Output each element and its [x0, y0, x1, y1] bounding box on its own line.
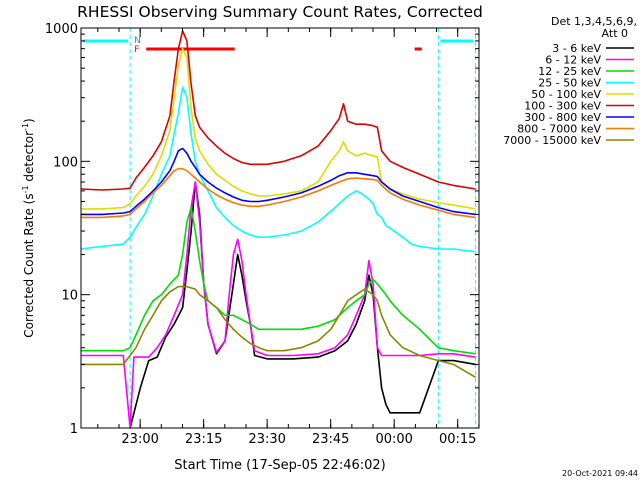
x-axis: 23:00 23:15 23:30 23:45 00:00 00:15 — [97, 28, 480, 447]
legend-label-8: 7000 - 15000 keV — [503, 134, 601, 147]
x-tick-label-3: 23:45 — [312, 432, 349, 447]
x-tick-label-4: 00:00 — [375, 432, 412, 447]
legend-label-0: 3 - 6 keV — [552, 42, 601, 55]
footer-date: 20-Oct-2021 09:44 — [562, 469, 638, 478]
legend-label-1: 6 - 12 keV — [545, 54, 601, 67]
detector-info-line2: Att 0 — [602, 27, 628, 40]
x-tick-label-2: 23:30 — [248, 432, 285, 447]
flare-flag-label: F — [134, 45, 139, 55]
y-axis-label: Corrected Count Rate (s-1 detector-1) — [21, 118, 36, 337]
series-line-2 — [81, 206, 476, 355]
legend-label-7: 800 - 7000 keV — [517, 123, 601, 136]
series-line-4 — [81, 47, 476, 210]
data-layer: NF — [80, 28, 477, 429]
night-flag-label: N — [134, 36, 141, 46]
legend-label-3: 25 - 50 keV — [538, 77, 601, 90]
legend-label-2: 12 - 25 keV — [538, 65, 601, 78]
series-line-0 — [129, 181, 476, 429]
series-line-7 — [81, 167, 476, 219]
detector-info-line1: Det 1,3,4,5,6,9, — [551, 15, 637, 28]
series-line-8 — [81, 285, 477, 378]
y-tick-label-0: 1 — [70, 422, 78, 437]
y-axis: 1 10 100 1000 — [45, 22, 479, 437]
legend-label-5: 100 - 300 keV — [524, 100, 601, 113]
series-line-6 — [81, 147, 476, 216]
x-tick-label-0: 23:00 — [121, 432, 158, 447]
y-label-part1: Corrected Count Rate (s — [22, 193, 36, 337]
y-tick-label-3: 1000 — [45, 22, 78, 37]
y-label-part2: detector — [22, 131, 36, 186]
y-label-sup2: -1 — [21, 123, 30, 131]
legend-label-6: 300 - 800 keV — [524, 111, 601, 124]
x-axis-label: Start Time (17-Sep-05 22:46:02) — [174, 458, 385, 473]
plot-frame — [80, 27, 480, 429]
x-tick-label-1: 23:15 — [185, 432, 222, 447]
y-tick-label-1: 10 — [61, 289, 78, 304]
legend-label-4: 50 - 100 keV — [531, 88, 601, 101]
series-line-5 — [80, 30, 476, 191]
y-label-sup1: -1 — [21, 185, 30, 193]
y-tick-label-2: 100 — [53, 155, 78, 170]
chart-title: RHESSI Observing Summary Count Rates, Co… — [77, 3, 483, 21]
series-line-1 — [81, 181, 476, 429]
y-label-part3: ) — [22, 118, 36, 123]
x-tick-label-5: 00:15 — [439, 432, 476, 447]
series-line-3 — [80, 86, 476, 253]
